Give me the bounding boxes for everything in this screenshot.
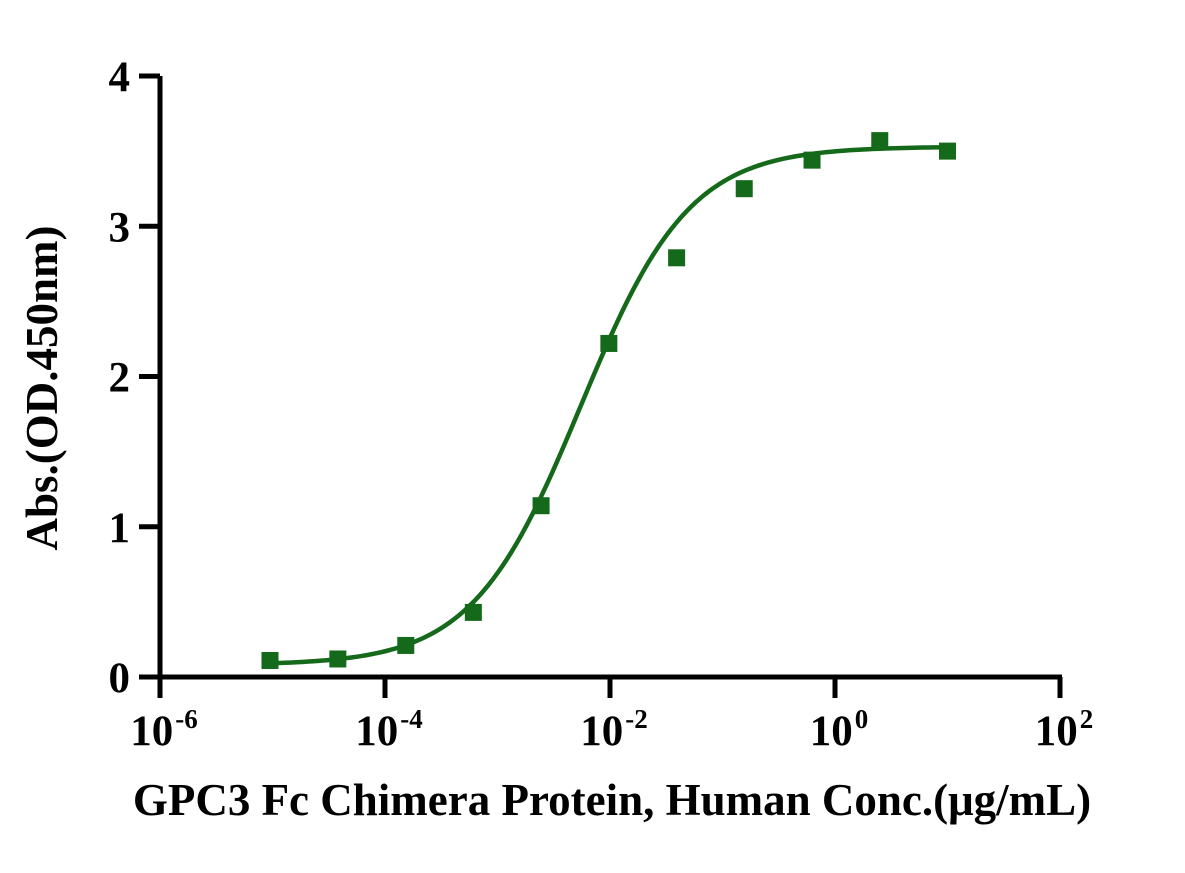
y-tick-label: 1	[109, 505, 131, 552]
data-point-marker	[871, 132, 889, 150]
data-point-marker	[261, 651, 279, 669]
x-tick-label: 102	[1035, 704, 1094, 755]
x-tick-label: 10-2	[580, 704, 648, 755]
x-tick-base: 10	[810, 708, 853, 755]
x-tick-exponent: -2	[625, 704, 648, 734]
x-tick-base: 10	[1035, 708, 1078, 755]
x-tick-base: 10	[580, 708, 623, 755]
x-axis-title: GPC3 Fc Chimera Protein, Human Conc.(μg/…	[133, 775, 1091, 825]
x-tick-exponent: 2	[1080, 704, 1094, 734]
y-tick-label: 0	[109, 655, 131, 702]
data-point-marker	[532, 497, 550, 515]
y-tick-label: 2	[109, 355, 131, 402]
data-point-marker	[464, 603, 482, 621]
x-tick-label: 10-4	[355, 704, 423, 755]
data-point-marker	[735, 180, 753, 198]
x-tick-base: 10	[130, 708, 173, 755]
data-point-marker	[329, 650, 347, 668]
x-tick-exponent: 0	[855, 704, 869, 734]
data-point-marker	[668, 249, 686, 267]
y-axis-title: Abs.(OD.450nm)	[17, 225, 67, 550]
x-tick-base: 10	[355, 708, 398, 755]
fit-curve	[267, 144, 950, 666]
y-tick-label: 3	[109, 204, 131, 251]
x-tick-exponent: -6	[175, 704, 198, 734]
y-tick-label: 4	[109, 54, 131, 101]
x-tick-label: 10-6	[130, 704, 198, 755]
x-tick-label: 100	[810, 704, 869, 755]
x-tick-exponent: -4	[400, 704, 423, 734]
data-point-marker	[600, 334, 618, 352]
data-point-marker	[939, 142, 956, 160]
data-point-marker	[803, 151, 821, 169]
data-point-marker	[397, 636, 415, 654]
